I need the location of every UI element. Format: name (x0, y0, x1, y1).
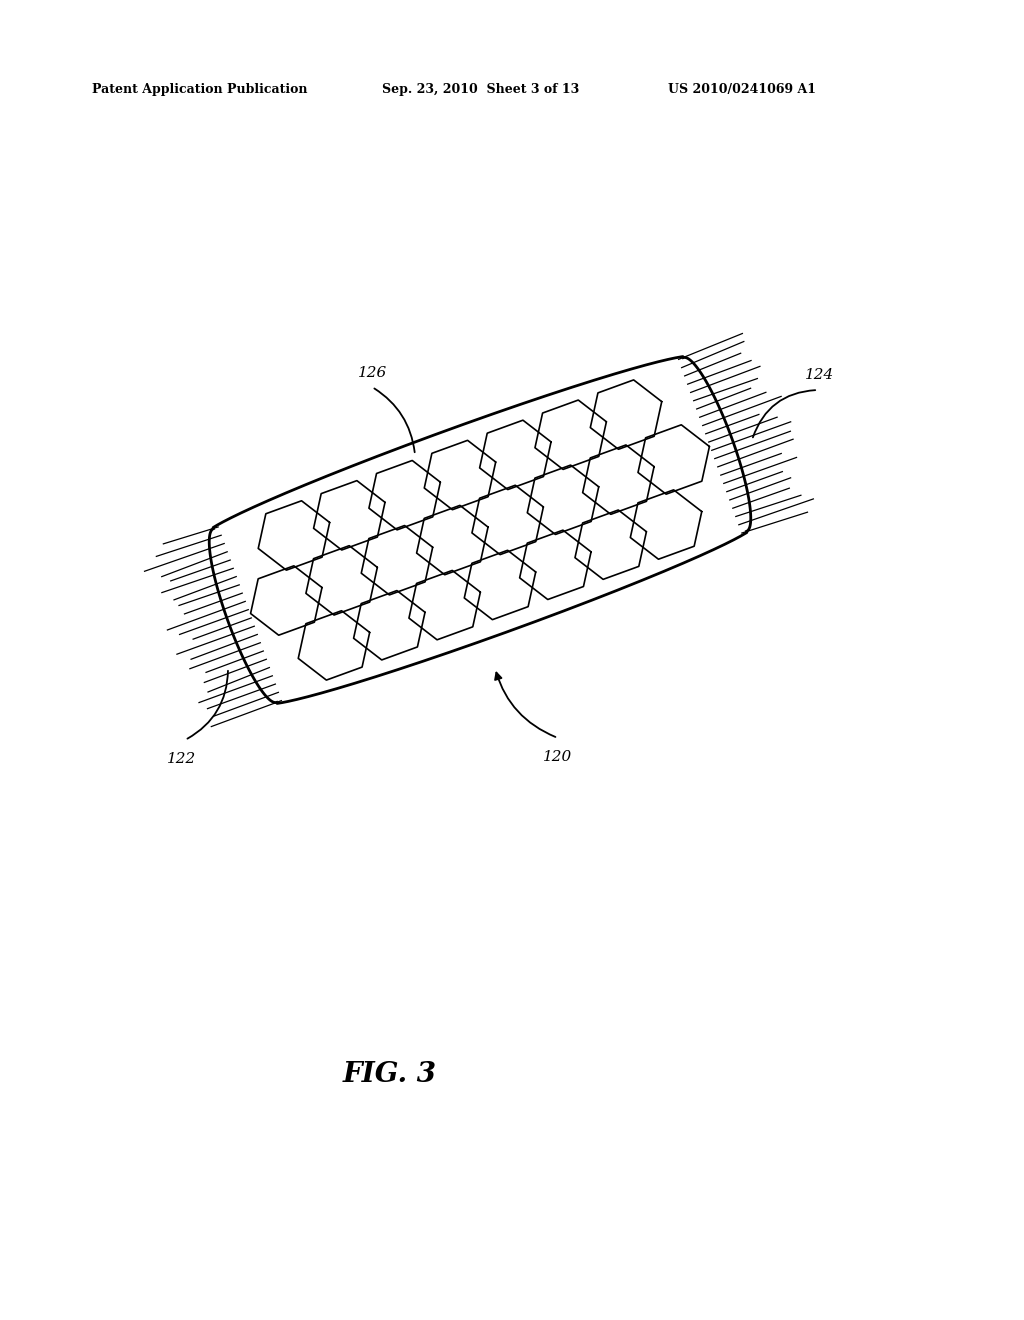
Text: US 2010/0241069 A1: US 2010/0241069 A1 (668, 83, 816, 96)
Text: 124: 124 (805, 368, 835, 381)
Text: 120: 120 (544, 750, 572, 764)
Text: 126: 126 (358, 366, 388, 380)
Text: Sep. 23, 2010  Sheet 3 of 13: Sep. 23, 2010 Sheet 3 of 13 (382, 83, 580, 96)
Text: FIG. 3: FIG. 3 (343, 1061, 437, 1089)
Text: 122: 122 (167, 752, 197, 766)
Text: Patent Application Publication: Patent Application Publication (92, 83, 307, 96)
